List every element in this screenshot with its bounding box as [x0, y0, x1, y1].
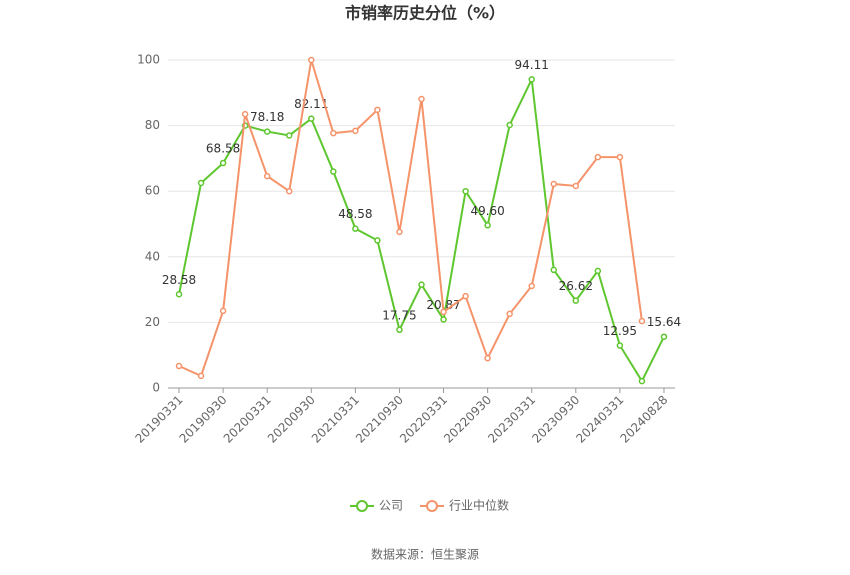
- data-point: [550, 180, 558, 188]
- data-point: [660, 333, 668, 340]
- data-label: 68.58: [206, 142, 240, 156]
- data-label: 26.62: [559, 279, 593, 293]
- data-point: [219, 159, 227, 167]
- data-point: [638, 317, 646, 325]
- y-tick-label: 40: [145, 249, 160, 263]
- y-tick-label: 20: [145, 315, 160, 329]
- data-point: [285, 187, 293, 195]
- data-point: [330, 168, 337, 175]
- data-point: [484, 354, 491, 362]
- data-point: [528, 282, 535, 290]
- data-point: [550, 266, 558, 274]
- y-tick-label: 0: [152, 381, 160, 395]
- data-point: [263, 172, 271, 180]
- data-point: [462, 292, 469, 300]
- data-label: 94.11: [515, 58, 549, 72]
- data-point: [396, 326, 403, 334]
- data-point: [352, 127, 359, 135]
- data-label: 15.64: [647, 315, 681, 329]
- legend-marker: [356, 500, 368, 512]
- y-tick-label: 60: [145, 184, 160, 198]
- x-tick-label: 20240828: [617, 393, 670, 446]
- data-point: [594, 153, 602, 161]
- data-point: [462, 187, 469, 195]
- data-label: 49.60: [470, 204, 504, 218]
- data-label: 48.58: [338, 207, 372, 221]
- data-point: [440, 308, 447, 316]
- data-point: [197, 372, 205, 380]
- data-label: 12.95: [603, 324, 637, 338]
- y-tick-label: 100: [137, 53, 160, 67]
- data-point: [418, 281, 425, 288]
- data-point: [572, 297, 580, 304]
- data-point: [616, 153, 624, 161]
- data-point: [528, 76, 535, 83]
- source-note: 数据来源：恒生聚源: [371, 547, 479, 562]
- y-tick-label: 80: [145, 118, 160, 132]
- series-line: [178, 59, 643, 378]
- chart-title: 市销率历史分位（%）: [345, 4, 505, 23]
- data-point: [572, 182, 580, 190]
- data-point: [396, 228, 403, 236]
- legend-label: 行业中位数: [449, 498, 509, 513]
- data-point: [175, 291, 183, 298]
- data-point: [374, 106, 381, 114]
- data-point: [352, 225, 359, 232]
- data-point: [308, 115, 315, 122]
- data-label: 17.75: [382, 308, 416, 322]
- data-point: [241, 110, 249, 118]
- series-line: [178, 75, 665, 384]
- legend-marker: [426, 500, 438, 512]
- data-point: [506, 121, 513, 129]
- data-point: [285, 132, 293, 139]
- data-label: 28.58: [162, 273, 196, 287]
- data-point: [374, 237, 381, 244]
- data-point: [330, 129, 337, 137]
- data-point: [506, 310, 513, 318]
- data-point: [638, 377, 646, 385]
- data-point: [197, 179, 205, 187]
- data-point: [175, 362, 183, 370]
- data-point: [616, 342, 624, 349]
- legend-label: 公司: [379, 499, 403, 513]
- data-point: [263, 128, 271, 135]
- data-point: [440, 316, 447, 323]
- data-label: 78.18: [250, 110, 284, 124]
- data-point: [418, 95, 425, 103]
- data-point: [484, 222, 491, 229]
- data-point: [594, 267, 602, 275]
- data-point: [219, 307, 227, 315]
- data-point: [308, 56, 315, 64]
